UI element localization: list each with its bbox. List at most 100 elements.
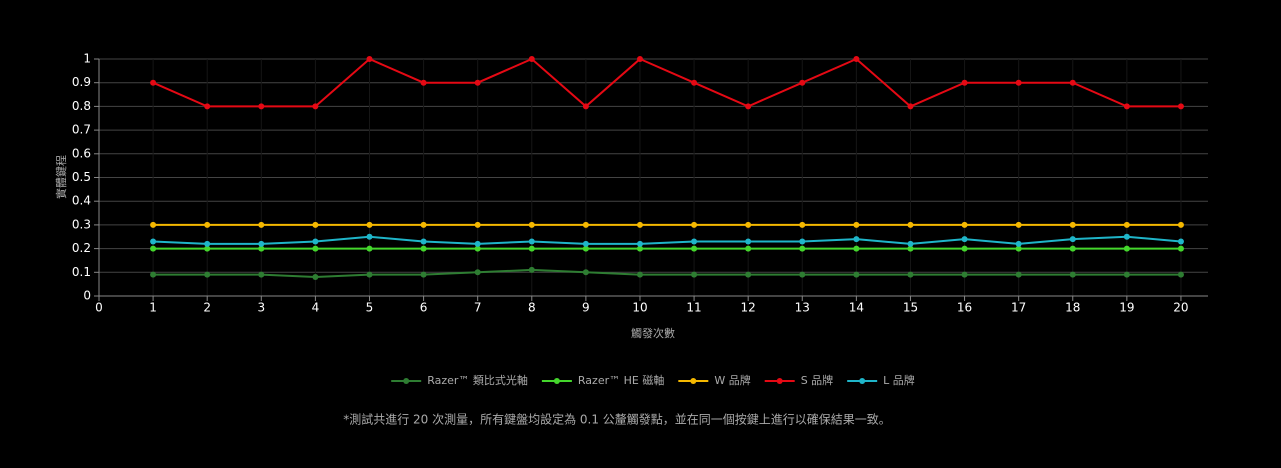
y-tick-label: 0: [83, 289, 91, 303]
data-point: [799, 79, 806, 86]
y-tick-label: 0.6: [72, 146, 91, 160]
data-point: [528, 221, 535, 228]
data-point: [853, 56, 860, 62]
data-point: [420, 245, 427, 252]
data-point: [420, 271, 427, 278]
y-tick-label: 0.2: [72, 241, 91, 255]
y-tick-label: 0.1: [72, 265, 91, 279]
data-point: [1123, 233, 1130, 240]
data-point: [961, 245, 968, 252]
data-point: [1069, 245, 1076, 252]
data-point: [528, 56, 535, 62]
data-point: [636, 271, 643, 278]
data-point: [1177, 271, 1184, 278]
data-point: [1015, 271, 1022, 278]
x-tick-label: 8: [528, 301, 536, 315]
x-tick-label: 17: [1011, 301, 1026, 315]
data-point: [204, 271, 211, 278]
data-point: [258, 221, 265, 228]
x-tick-label: 14: [849, 301, 864, 315]
data-point: [582, 245, 589, 252]
data-point: [1015, 221, 1022, 228]
data-point: [1177, 238, 1184, 245]
data-point: [1177, 103, 1184, 110]
data-point: [853, 271, 860, 278]
data-point: [799, 221, 806, 228]
data-point: [1015, 79, 1022, 86]
x-tick-label: 10: [632, 301, 647, 315]
series-line: [153, 268, 1181, 279]
data-point: [636, 56, 643, 62]
legend-item: L 品牌: [847, 373, 915, 387]
legend-item: W 品牌: [678, 373, 751, 387]
legend-label: W 品牌: [714, 373, 750, 387]
data-point: [312, 245, 319, 252]
data-point: [1177, 221, 1184, 228]
data-point: [961, 271, 968, 278]
data-point: [961, 79, 968, 86]
data-point: [366, 271, 373, 278]
legend-marker: [403, 378, 410, 384]
data-point: [1123, 103, 1130, 110]
data-point: [799, 245, 806, 252]
x-tick-label: 4: [312, 301, 320, 315]
data-point: [474, 245, 481, 252]
data-point: [366, 56, 373, 62]
legend-marker: [859, 378, 866, 384]
y-tick-label: 0.9: [72, 75, 91, 89]
data-point: [745, 221, 752, 228]
data-point: [907, 245, 914, 252]
x-tick-label: 9: [582, 301, 590, 315]
data-point: [312, 221, 319, 228]
data-point: [528, 238, 535, 245]
x-tick-label: 16: [957, 301, 972, 315]
data-point: [1177, 245, 1184, 252]
data-point: [1123, 271, 1130, 278]
y-tick-label: 0.7: [72, 123, 91, 137]
data-point: [204, 103, 211, 110]
data-point: [907, 221, 914, 228]
y-tick-label: 0.8: [72, 99, 91, 113]
data-point: [204, 240, 211, 247]
y-tick-label: 1: [83, 52, 91, 66]
data-point: [582, 221, 589, 228]
data-point: [150, 79, 157, 86]
legend-marker: [776, 378, 783, 384]
data-point: [474, 269, 481, 276]
legend-item: Razer™ 類比式光軸: [391, 373, 528, 387]
data-point: [907, 103, 914, 110]
data-point: [691, 271, 698, 278]
data-point: [636, 240, 643, 247]
x-tick-label: 2: [203, 301, 211, 315]
x-tick-label: 3: [257, 301, 265, 315]
legend-marker: [553, 378, 560, 384]
series-line: [152, 57, 1181, 108]
legend-label: L 品牌: [883, 373, 915, 387]
data-point: [691, 221, 698, 228]
legend-label: Razer™ HE 磁軸: [578, 373, 664, 387]
footnote: *測試共進行 20 次測量，所有鍵盤均設定為 0.1 公釐觸發點，並在同一個按鍵…: [343, 412, 891, 427]
data-point: [907, 271, 914, 278]
data-point: [582, 240, 589, 247]
data-point: [528, 245, 535, 252]
data-point: [961, 236, 968, 243]
data-point: [150, 271, 157, 278]
x-tick-label: 1: [149, 301, 157, 315]
data-point: [799, 271, 806, 278]
data-point: [1069, 221, 1076, 228]
legend: Razer™ 類比式光軸 Razer™ HE 磁軸 W 品牌 S 品牌 L 品牌: [391, 373, 915, 387]
data-point: [420, 79, 427, 86]
data-point: [150, 245, 157, 252]
data-point: [1123, 245, 1130, 252]
data-point: [258, 271, 265, 278]
data-point: [366, 233, 373, 240]
data-point: [474, 221, 481, 228]
legend-label: S 品牌: [801, 373, 833, 387]
data-point: [420, 221, 427, 228]
data-point: [1069, 271, 1076, 278]
data-point: [745, 271, 752, 278]
data-point: [312, 238, 319, 245]
data-point: [961, 221, 968, 228]
